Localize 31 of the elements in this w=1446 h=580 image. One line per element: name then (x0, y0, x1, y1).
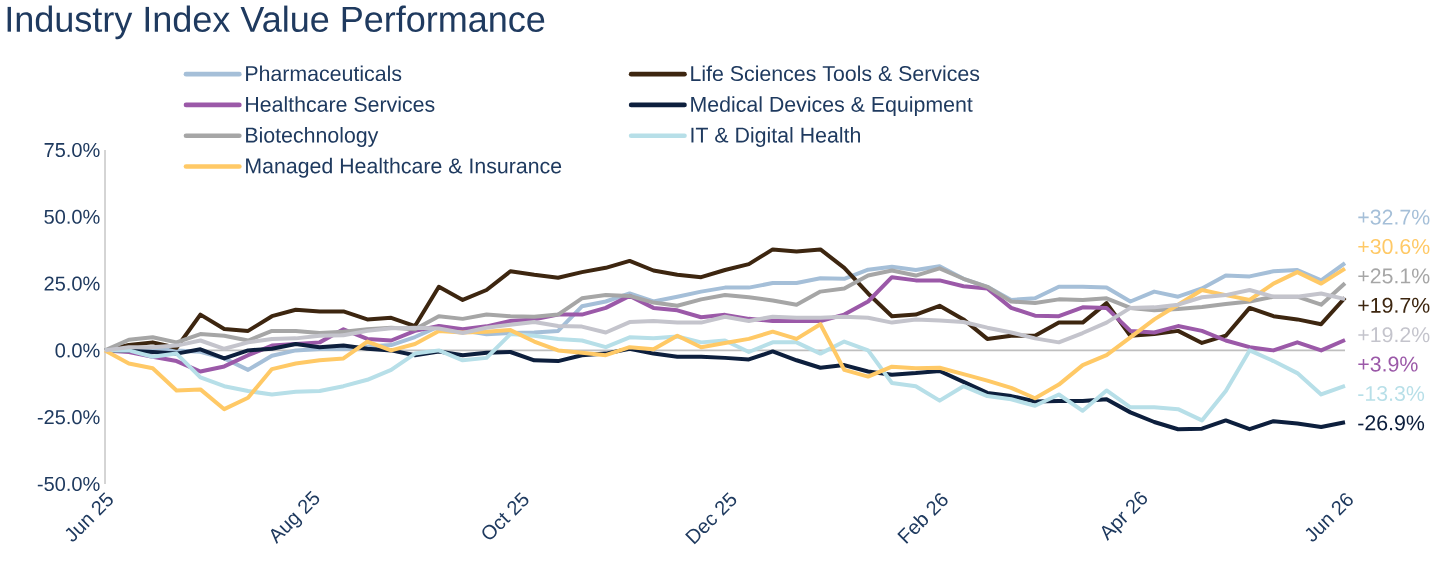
x-tick-label: Oct 25 (482, 492, 529, 540)
data-label: -26.9% (1358, 415, 1425, 431)
y-tick-label: 50.0% (44, 209, 100, 224)
y-tick-label: -25.0% (37, 410, 100, 425)
legend-label: Healthcare Services (246, 96, 435, 112)
legend-label: Life Sciences Tools & Services (691, 65, 980, 82)
data-label: +19.7% (1358, 297, 1430, 313)
x-tick-label: Jun 26 (1305, 493, 1353, 542)
x-tick-label: Apr 26 (1101, 491, 1147, 541)
x-tick-label: Feb 26 (897, 493, 948, 544)
x-tick-label: Jun 25 (65, 492, 113, 542)
chart-title: Industry Index Value Performance (7, 5, 545, 40)
data-label: +30.6% (1358, 238, 1430, 255)
legend-label: Medical Devices & Equipment (691, 96, 973, 117)
data-label: +19.2% (1358, 327, 1430, 343)
data-label: +25.1% (1358, 268, 1430, 284)
line-series (103, 288, 1348, 353)
data-label: -13.3% (1358, 385, 1425, 402)
y-tick-label: 0.0% (55, 343, 100, 358)
y-tick-label: 75.0% (44, 142, 100, 158)
y-tick-label: -50.0% (37, 476, 100, 492)
x-tick-label: Aug 25 (270, 490, 320, 545)
x-tick-label: Dec 25 (685, 492, 737, 545)
legend-label: Managed Healthcare & Insurance (246, 157, 562, 178)
data-label: +32.7% (1358, 209, 1430, 225)
legend-label: Biotechnology (246, 127, 379, 147)
legend-label: IT & Digital Health (691, 127, 860, 147)
data-label: +3.9% (1358, 356, 1418, 372)
y-tick-label: 25.0% (44, 276, 100, 291)
legend-label: Pharmaceuticals (246, 65, 402, 82)
line-series (103, 266, 1348, 412)
